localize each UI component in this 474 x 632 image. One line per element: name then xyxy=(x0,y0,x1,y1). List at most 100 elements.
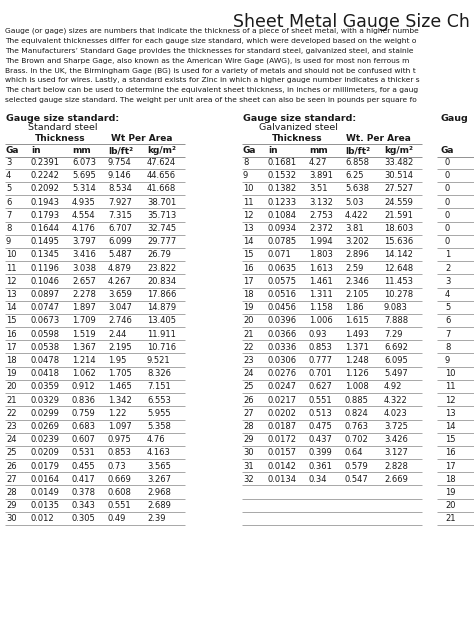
Text: 3.81: 3.81 xyxy=(345,224,364,233)
Text: 3.659: 3.659 xyxy=(108,290,132,299)
Text: 10: 10 xyxy=(445,369,456,378)
Text: 0.763: 0.763 xyxy=(345,422,369,431)
Text: 22: 22 xyxy=(6,409,17,418)
Text: 0.547: 0.547 xyxy=(345,475,369,484)
Text: 4.27: 4.27 xyxy=(309,158,328,167)
Text: 0.0276: 0.0276 xyxy=(268,369,297,378)
Text: 24.559: 24.559 xyxy=(384,198,413,207)
Text: 0.0934: 0.0934 xyxy=(268,224,297,233)
Text: lb/ft²: lb/ft² xyxy=(108,146,133,155)
Text: 3.565: 3.565 xyxy=(147,461,171,471)
Text: 0.0134: 0.0134 xyxy=(268,475,297,484)
Text: Ga: Ga xyxy=(243,146,256,155)
Text: 25: 25 xyxy=(6,448,17,458)
Text: 4.76: 4.76 xyxy=(147,435,165,444)
Text: The chart below can be used to determine the equivalent sheet thickness, in inch: The chart below can be used to determine… xyxy=(5,87,418,93)
Text: 21.591: 21.591 xyxy=(384,211,413,220)
Text: 0.0142: 0.0142 xyxy=(268,461,297,471)
Text: Brass. In the UK, the Birmingham Gage (BG) is used for a variety of metals and s: Brass. In the UK, the Birmingham Gage (B… xyxy=(5,67,416,74)
Text: 0.2391: 0.2391 xyxy=(31,158,60,167)
Text: 15: 15 xyxy=(6,317,17,325)
Text: 14: 14 xyxy=(243,237,254,246)
Text: 1.994: 1.994 xyxy=(309,237,333,246)
Text: mm: mm xyxy=(72,146,91,155)
Text: 9.754: 9.754 xyxy=(108,158,132,167)
Text: 26: 26 xyxy=(243,396,254,404)
Text: 0.0187: 0.0187 xyxy=(268,422,297,431)
Text: 1.342: 1.342 xyxy=(108,396,132,404)
Text: 9: 9 xyxy=(445,356,450,365)
Text: 0.885: 0.885 xyxy=(345,396,369,404)
Text: 27: 27 xyxy=(6,475,17,484)
Text: 0.1495: 0.1495 xyxy=(31,237,60,246)
Text: 1.248: 1.248 xyxy=(345,356,369,365)
Text: 13: 13 xyxy=(6,290,17,299)
Text: 25: 25 xyxy=(243,382,254,391)
Text: 1.95: 1.95 xyxy=(108,356,127,365)
Text: 2.753: 2.753 xyxy=(309,211,333,220)
Text: 0.378: 0.378 xyxy=(72,488,96,497)
Text: 12: 12 xyxy=(445,396,456,404)
Text: 1.613: 1.613 xyxy=(309,264,333,272)
Text: 0.607: 0.607 xyxy=(72,435,96,444)
Text: 4.879: 4.879 xyxy=(108,264,132,272)
Text: 6: 6 xyxy=(445,317,450,325)
Text: 6.099: 6.099 xyxy=(108,237,132,246)
Text: 1.097: 1.097 xyxy=(108,422,132,431)
Text: 0.1046: 0.1046 xyxy=(31,277,60,286)
Text: 0.437: 0.437 xyxy=(309,435,333,444)
Text: 0.0575: 0.0575 xyxy=(268,277,297,286)
Text: 4.267: 4.267 xyxy=(108,277,132,286)
Text: 10: 10 xyxy=(243,185,254,193)
Text: 5: 5 xyxy=(445,303,450,312)
Text: 10.278: 10.278 xyxy=(384,290,413,299)
Text: 3.725: 3.725 xyxy=(384,422,408,431)
Text: 4.023: 4.023 xyxy=(384,409,408,418)
Text: 20: 20 xyxy=(6,382,17,391)
Text: 23: 23 xyxy=(6,422,17,431)
Text: 0.1681: 0.1681 xyxy=(268,158,297,167)
Text: 6.692: 6.692 xyxy=(384,343,408,352)
Text: 0.417: 0.417 xyxy=(72,475,96,484)
Text: 1.371: 1.371 xyxy=(345,343,369,352)
Text: 0.73: 0.73 xyxy=(108,461,127,471)
Text: 8: 8 xyxy=(243,158,248,167)
Text: 2: 2 xyxy=(445,264,450,272)
Text: 0.0135: 0.0135 xyxy=(31,501,60,510)
Text: 5: 5 xyxy=(6,185,11,193)
Text: 33.482: 33.482 xyxy=(384,158,413,167)
Text: 4.163: 4.163 xyxy=(147,448,171,458)
Text: 0.0149: 0.0149 xyxy=(31,488,60,497)
Text: 0.012: 0.012 xyxy=(31,514,55,523)
Text: 1.897: 1.897 xyxy=(72,303,96,312)
Text: 0.579: 0.579 xyxy=(345,461,369,471)
Text: 3: 3 xyxy=(445,277,450,286)
Text: 12.648: 12.648 xyxy=(384,264,413,272)
Text: 41.668: 41.668 xyxy=(147,185,176,193)
Text: 7.315: 7.315 xyxy=(108,211,132,220)
Text: 13: 13 xyxy=(243,224,254,233)
Text: 0.071: 0.071 xyxy=(268,250,292,259)
Text: 27: 27 xyxy=(243,409,254,418)
Text: 29: 29 xyxy=(243,435,254,444)
Text: 4: 4 xyxy=(6,171,11,180)
Text: 12: 12 xyxy=(6,277,17,286)
Text: 4: 4 xyxy=(445,290,450,299)
Text: 32.745: 32.745 xyxy=(147,224,176,233)
Text: 0.0239: 0.0239 xyxy=(31,435,60,444)
Text: 0.669: 0.669 xyxy=(108,475,132,484)
Text: 0.0247: 0.0247 xyxy=(268,382,297,391)
Text: 2.44: 2.44 xyxy=(108,330,127,339)
Text: 15: 15 xyxy=(243,250,254,259)
Text: 0.0747: 0.0747 xyxy=(31,303,60,312)
Text: 0.683: 0.683 xyxy=(72,422,96,431)
Text: 1.008: 1.008 xyxy=(345,382,369,391)
Text: 1.705: 1.705 xyxy=(108,369,132,378)
Text: 0.1084: 0.1084 xyxy=(268,211,297,220)
Text: 2.372: 2.372 xyxy=(309,224,333,233)
Text: 18.603: 18.603 xyxy=(384,224,413,233)
Text: 7.927: 7.927 xyxy=(108,198,132,207)
Text: Standard steel: Standard steel xyxy=(28,123,98,132)
Text: 15: 15 xyxy=(445,435,456,444)
Text: 0.0598: 0.0598 xyxy=(31,330,60,339)
